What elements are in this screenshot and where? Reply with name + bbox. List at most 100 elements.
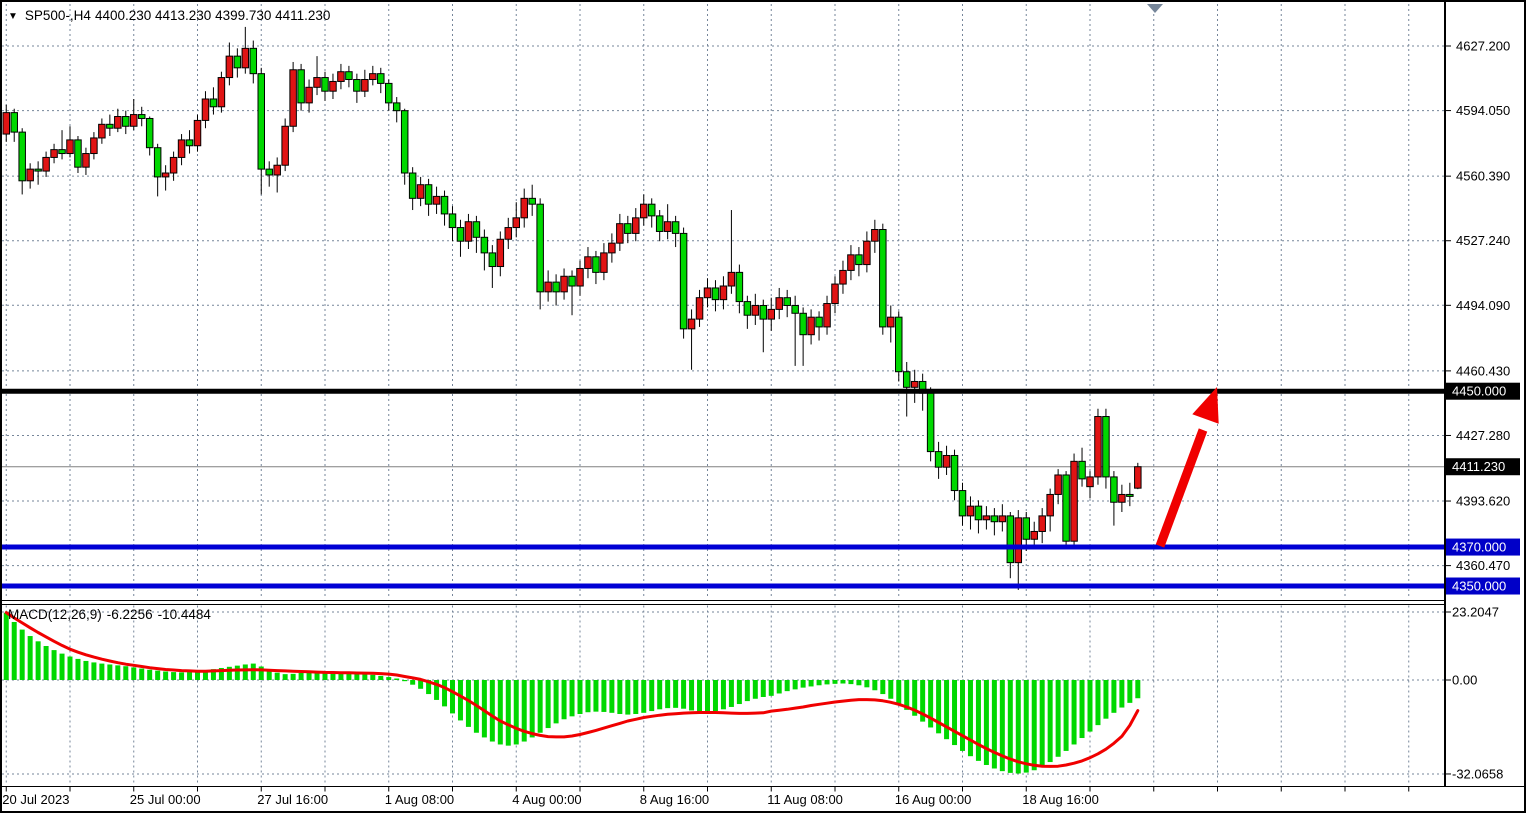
candle-body — [759, 304, 768, 320]
candle-body — [910, 380, 919, 388]
candle-body — [934, 451, 943, 468]
time-axis-label: 1 Aug 08:00 — [385, 792, 454, 807]
macd-histogram-bar — [848, 680, 854, 685]
chart-shift-marker-icon[interactable] — [1147, 4, 1163, 13]
macd-histogram-bar — [402, 680, 408, 682]
macd-histogram-bar — [163, 671, 169, 680]
candle-body — [879, 229, 887, 328]
macd-histogram-bar — [577, 680, 583, 714]
candle-body — [799, 312, 807, 336]
macd-histogram-bar — [1095, 680, 1101, 726]
candle-body — [496, 238, 505, 268]
candle-body — [34, 168, 42, 172]
macd-histogram-bar — [394, 678, 400, 680]
macd-histogram-bar — [43, 646, 49, 680]
macd-histogram-bar — [242, 664, 248, 680]
time-axis-label: 27 Jul 16:00 — [257, 792, 328, 807]
macd-histogram-bar — [457, 680, 463, 721]
candle-body — [50, 149, 58, 158]
candle-body — [169, 156, 178, 174]
candle-body — [153, 147, 162, 178]
macd-histogram-bar — [442, 680, 448, 707]
macd-histogram-bar — [258, 666, 264, 680]
candle-body — [576, 267, 584, 287]
macd-histogram-bar — [139, 668, 145, 680]
candle-body — [1086, 476, 1094, 488]
candle-body — [600, 252, 608, 273]
candle-body — [902, 371, 911, 388]
candle-body — [958, 490, 967, 517]
candle-body — [424, 184, 433, 205]
time-axis-label: 25 Jul 00:00 — [130, 792, 201, 807]
candle-body — [544, 281, 552, 293]
candle-body — [719, 285, 728, 301]
candle-body — [297, 69, 305, 104]
trend-arrow-shaft[interactable] — [1155, 428, 1208, 548]
macd-histogram-bar — [633, 680, 639, 714]
candle-body — [161, 172, 170, 178]
macd-histogram-bar — [808, 680, 814, 687]
macd-histogram-bar — [617, 680, 623, 714]
macd-histogram-bar — [83, 660, 89, 680]
candle-body — [536, 203, 544, 293]
candle-body — [855, 254, 863, 266]
price-axis-label: 4427.280 — [1456, 428, 1510, 443]
macd-histogram-bar — [681, 680, 687, 709]
time-axis-label: 16 Aug 00:00 — [895, 792, 972, 807]
candle-body — [1070, 460, 1078, 542]
price-axis-label: 4460.430 — [1456, 363, 1510, 378]
symbol-dropdown-icon[interactable]: ▼ — [8, 11, 18, 22]
macd-histogram-bar — [569, 680, 575, 717]
macd-histogram-bar — [450, 680, 455, 714]
candle-body — [1022, 517, 1030, 540]
candle-body — [66, 139, 74, 155]
candle-body — [217, 77, 226, 108]
macd-histogram-bar — [880, 680, 886, 695]
macd-histogram-bar — [975, 680, 981, 761]
macd-histogram-bar — [697, 680, 703, 712]
macd-histogram-bar — [1119, 680, 1125, 708]
macd-histogram-bar — [51, 650, 57, 680]
macd-histogram-bar — [601, 680, 607, 712]
candle-body — [711, 287, 720, 301]
candle-body — [1062, 474, 1070, 542]
candle-body — [703, 287, 712, 299]
candle-body — [313, 77, 321, 88]
macd-histogram-bar — [67, 656, 73, 680]
candle-body — [807, 316, 815, 336]
macd-histogram-bar — [35, 641, 41, 680]
macd-histogram-bar — [489, 680, 495, 742]
macd-histogram-bar — [1071, 680, 1077, 745]
candle-body — [671, 221, 680, 234]
macd-histogram-bar — [306, 672, 312, 680]
candle-body — [337, 71, 345, 82]
macd-histogram-bar — [99, 663, 105, 680]
candle-body — [225, 55, 234, 79]
candle-body — [137, 114, 146, 119]
price-axis-label: 4627.200 — [1456, 39, 1510, 54]
candle-body — [1046, 493, 1054, 517]
macd-histogram-bar — [123, 666, 129, 680]
candle-body — [432, 195, 441, 205]
candle-body — [1110, 476, 1118, 503]
macd-histogram-bar — [912, 680, 918, 716]
macd-histogram-bar — [952, 680, 958, 746]
macd-histogram-bar — [497, 680, 503, 745]
macd-signal-line — [4, 611, 1140, 768]
macd-histogram-bar — [218, 667, 224, 680]
macd-axis-label: 0.00 — [1452, 673, 1477, 688]
candle-body — [321, 77, 329, 92]
macd-histogram-bar — [1039, 680, 1045, 767]
candle-body — [385, 82, 393, 104]
candle-body — [18, 131, 26, 182]
candle-body — [871, 229, 879, 242]
macd-histogram-bar — [960, 680, 965, 751]
trend-arrow-head[interactable] — [1192, 387, 1219, 424]
macd-histogram-bar — [760, 680, 766, 697]
chart-ohlc-values: 4400.230 4413.230 4399.730 4411.230 — [94, 8, 331, 23]
candle-body — [1054, 474, 1062, 495]
macd-histogram-bar — [202, 670, 208, 680]
price-badge-label: 4350.000 — [1452, 579, 1506, 594]
candle-body — [1078, 460, 1086, 480]
